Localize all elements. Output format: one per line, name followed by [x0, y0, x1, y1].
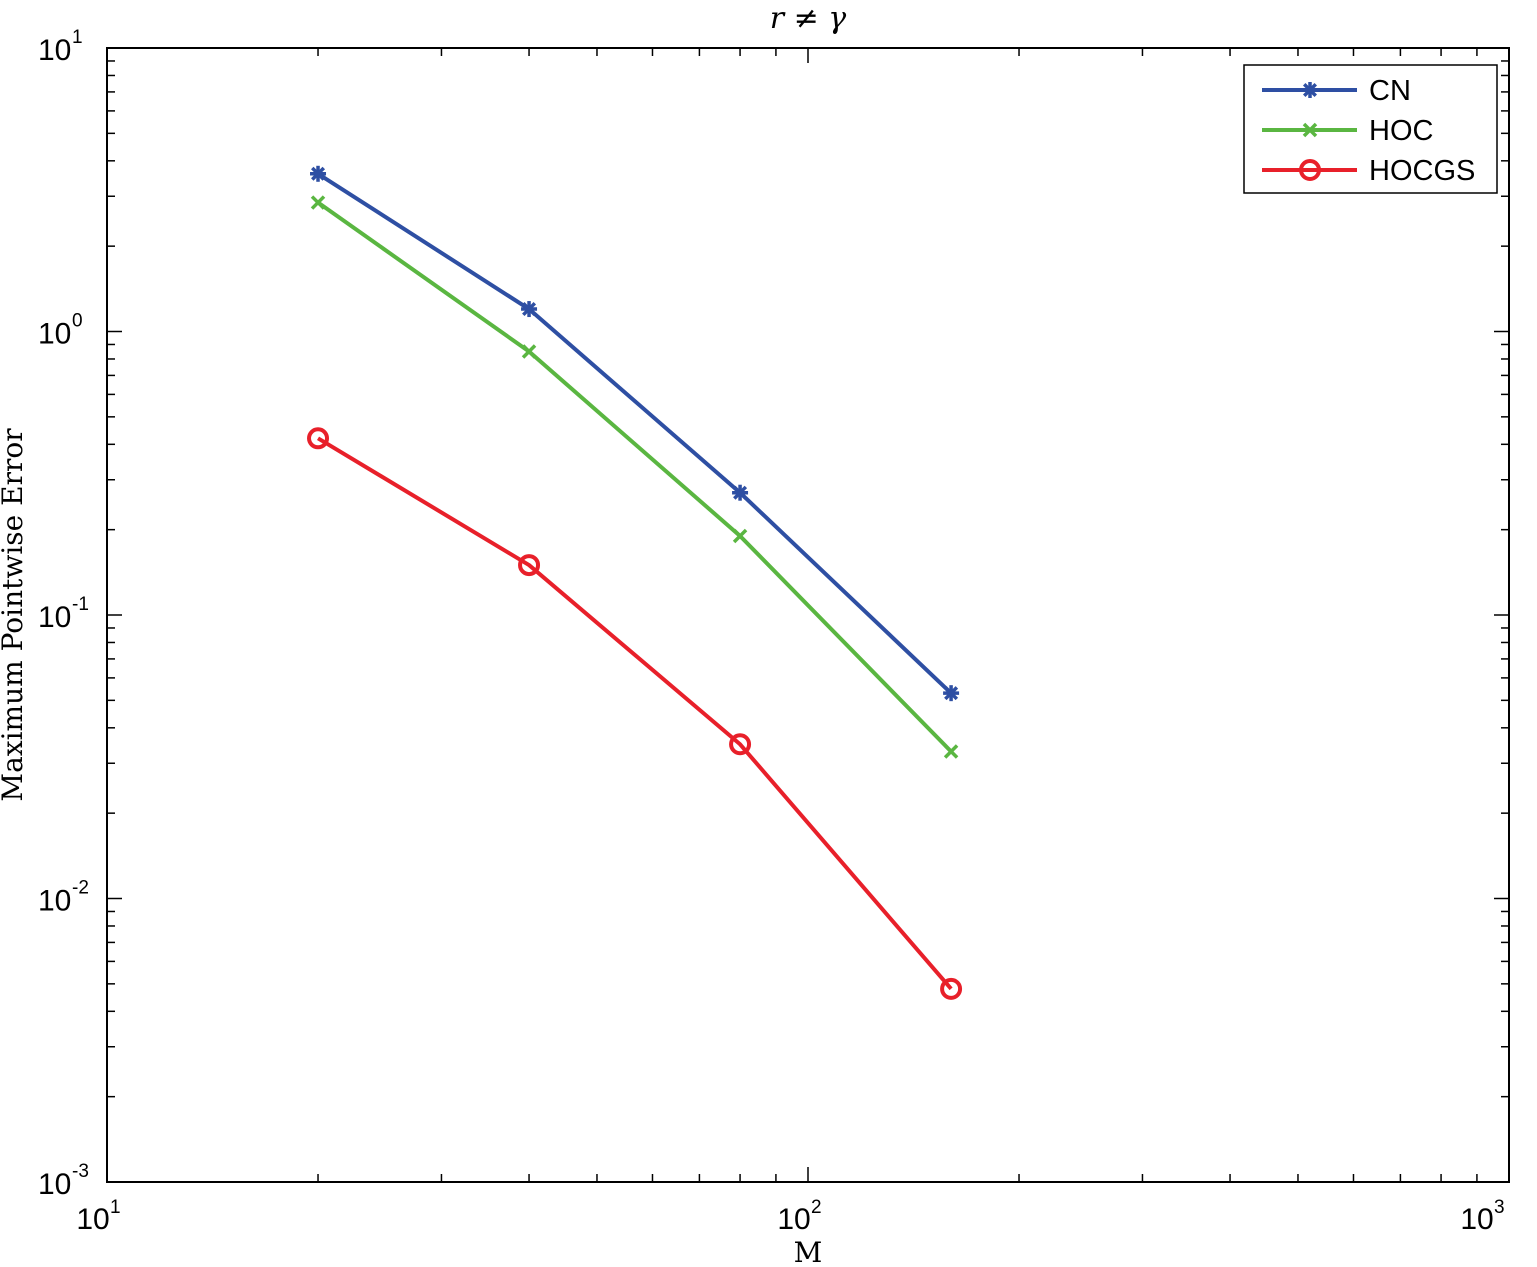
y-tick-exponent: -1 [72, 594, 89, 615]
data-point-hocgs-shape [729, 733, 752, 756]
series-hoc [310, 195, 959, 759]
data-point-hocgs-shape [518, 554, 541, 577]
y-tick-exponent: -3 [72, 1161, 89, 1182]
series-layer [307, 165, 963, 1000]
data-point-hocgs [518, 554, 541, 577]
data-point-hoc-stroke [943, 744, 959, 759]
data-point-hoc-stroke [310, 195, 326, 210]
data-point-hocgs-shape [940, 977, 963, 1000]
x-axis-label: M [794, 1236, 823, 1267]
legend-marker [1302, 82, 1318, 98]
data-point-cn-stroke [733, 485, 748, 500]
y-tick-label: 10 [38, 318, 71, 351]
legend-label: HOC [1369, 115, 1433, 147]
x-tick-labels: 10 1 10 2 10 3 [76, 1197, 1504, 1236]
data-point-hocgs [307, 427, 330, 450]
x-tick-label: 10 [76, 1203, 109, 1236]
legend-item-hocgs: HOCGS [1262, 155, 1475, 187]
series-cn [310, 165, 960, 702]
legend-item-cn: CN [1262, 75, 1411, 107]
series-line-cn [316, 172, 953, 695]
legend-marker-stroke [1303, 83, 1317, 97]
legend-label: CN [1369, 75, 1411, 107]
data-point-hoc [310, 195, 326, 210]
data-point-hocgs-shape [307, 427, 330, 450]
legend-marker-stroke [1302, 122, 1318, 138]
data-point-hocgs [729, 733, 752, 756]
y-tick-exponent: 0 [72, 311, 83, 332]
legend-marker [1302, 122, 1318, 138]
legend-marker-shape [1299, 159, 1321, 181]
series-line-hocgs [316, 436, 953, 991]
x-tick-exponent: 3 [1494, 1197, 1505, 1218]
data-point-cn-stroke [311, 166, 326, 181]
legend-label: HOCGS [1369, 155, 1475, 187]
x-tick-exponent: 2 [811, 1197, 822, 1218]
data-point-cn [732, 484, 749, 501]
data-point-hoc-stroke [521, 344, 537, 359]
y-tick-exponent: 1 [72, 27, 83, 48]
data-point-cn-stroke [522, 302, 537, 317]
chart-title: r ≠ γ [770, 1, 847, 36]
data-point-cn [310, 165, 327, 182]
x-tick-label: 10 [777, 1203, 810, 1236]
y-tick-label: 10 [38, 885, 71, 918]
legend: CN HOC HOCGS [1243, 64, 1498, 194]
series-hocgs [307, 427, 963, 1000]
major-ticks [106, 47, 1510, 1183]
data-point-hoc-stroke [732, 528, 748, 544]
data-point-hoc [521, 344, 537, 359]
data-point-hoc [732, 528, 748, 544]
y-tick-exponent: -2 [72, 878, 89, 899]
data-point-cn [943, 685, 960, 702]
y-tick-label: 10 [38, 601, 71, 634]
data-point-cn-stroke [944, 686, 959, 701]
y-tick-label: 10 [38, 1168, 71, 1201]
plot-area [106, 47, 1510, 1183]
legend-item-hoc: HOC [1262, 115, 1433, 147]
data-point-hocgs [940, 977, 963, 1000]
data-point-cn [521, 301, 538, 318]
minor-ticks [107, 48, 1509, 1182]
x-tick-exponent: 1 [110, 1197, 121, 1218]
data-point-hoc [943, 744, 959, 759]
legend-marker [1299, 159, 1321, 181]
y-axis-label: Maximum Pointwise Error [0, 428, 29, 802]
series-line-hoc [316, 200, 953, 753]
y-tick-label: 10 [38, 34, 71, 67]
x-tick-label: 10 [1460, 1203, 1493, 1236]
